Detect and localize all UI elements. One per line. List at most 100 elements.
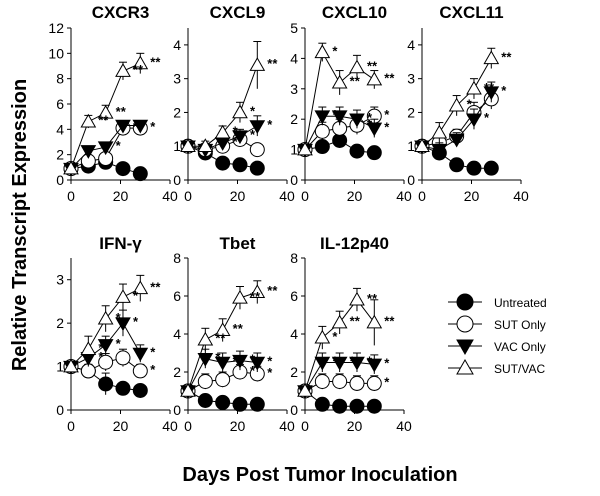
- data-point: [232, 396, 248, 412]
- data-point: [448, 97, 465, 112]
- data-point: [331, 74, 348, 89]
- significance-mark: *: [133, 314, 139, 329]
- series-vac-only: *: [63, 119, 149, 177]
- x-tick-label: 20: [113, 418, 129, 434]
- x-tick-label: 20: [230, 418, 246, 434]
- data-point: [331, 356, 348, 371]
- data-point: [466, 160, 482, 176]
- significance-mark: *: [250, 103, 256, 118]
- significance-mark: *: [350, 354, 356, 369]
- panel-title: IFN-γ: [99, 234, 142, 253]
- data-point: [314, 374, 330, 389]
- panel-title: CXCL10: [322, 3, 387, 22]
- y-tick-label: 1: [290, 142, 298, 158]
- x-tick-label: 0: [184, 418, 192, 434]
- x-tick-label: 20: [464, 188, 480, 204]
- significance-mark: **: [384, 314, 395, 329]
- y-tick-label: 3: [407, 71, 415, 87]
- data-point: [331, 110, 348, 125]
- y-tick-label: 2: [56, 315, 64, 331]
- legend-item: VAC Only: [448, 339, 546, 356]
- y-tick-label: 2: [290, 111, 298, 127]
- data-point: [115, 289, 131, 303]
- x-tick-label: 20: [347, 188, 363, 204]
- legend-label: SUT Only: [494, 318, 546, 332]
- significance-mark: *: [367, 110, 373, 125]
- data-point: [232, 354, 248, 369]
- data-point: [466, 80, 482, 95]
- x-tick-label: 20: [230, 188, 246, 204]
- data-point: [197, 352, 214, 367]
- y-tick-label: 0: [290, 402, 298, 418]
- data-point: [249, 284, 266, 298]
- significance-mark: *: [150, 119, 156, 134]
- data-point: [98, 354, 114, 370]
- y-tick-label: 4: [290, 326, 298, 342]
- significance-mark: *: [150, 345, 156, 360]
- y-tick-label: 1: [407, 138, 415, 154]
- data-point: [215, 394, 231, 410]
- legend-label: VAC Only: [494, 340, 546, 354]
- data-point: [215, 372, 231, 388]
- x-tick-label: 40: [162, 188, 178, 204]
- data-point: [97, 104, 114, 119]
- data-point: [366, 358, 383, 373]
- y-tick-label: 1: [56, 359, 64, 375]
- significance-mark: *: [250, 352, 256, 367]
- series-vac-only: * * * *: [297, 352, 390, 400]
- data-point: [449, 157, 465, 173]
- significance-mark: **: [350, 74, 361, 89]
- data-point: [349, 375, 365, 391]
- significance-mark: *: [384, 119, 390, 134]
- series-untreated: [297, 383, 382, 414]
- significance-mark: **: [116, 104, 127, 119]
- y-tick-label: 0: [173, 402, 181, 418]
- data-point: [349, 398, 365, 414]
- series-sut-vac: ********: [63, 52, 161, 175]
- data-point: [132, 382, 148, 398]
- data-point: [115, 161, 131, 177]
- y-tick-label: 8: [290, 250, 298, 266]
- data-point: [249, 57, 266, 71]
- data-point: [331, 314, 348, 329]
- y-tick-label: 1: [173, 138, 181, 154]
- series-sut-vac: ****: [180, 41, 278, 152]
- x-tick-label: 40: [279, 418, 295, 434]
- significance-mark: *: [384, 374, 390, 389]
- significance-mark: *: [384, 107, 390, 122]
- data-point: [180, 138, 196, 152]
- y-tick-label: 6: [56, 96, 64, 112]
- data-point: [232, 289, 248, 304]
- data-point: [349, 59, 365, 74]
- series-sut-vac: *******: [297, 42, 395, 156]
- y-tick-label: 6: [290, 288, 298, 304]
- series-sut-vac: *******: [297, 287, 395, 397]
- legend-label: SUT/VAC: [494, 362, 545, 376]
- data-point: [349, 356, 365, 371]
- data-point: [366, 145, 382, 161]
- data-point: [483, 86, 500, 101]
- significance-mark: *: [150, 362, 156, 377]
- data-point: [314, 356, 331, 371]
- legend-marker: [456, 339, 474, 356]
- significance-mark: **: [150, 279, 161, 294]
- series-sut-vac: *****: [414, 47, 512, 152]
- data-point: [232, 104, 248, 119]
- data-point: [197, 393, 213, 408]
- significance-mark: *: [133, 119, 139, 134]
- significance-mark: **: [233, 321, 244, 336]
- significance-mark: *: [267, 365, 273, 380]
- significance-mark: *: [332, 329, 338, 344]
- series-sut-vac: *****: [63, 274, 161, 373]
- y-tick-label: 0: [290, 172, 298, 188]
- data-point: [115, 380, 131, 396]
- data-point: [97, 310, 114, 325]
- x-tick-label: 20: [113, 188, 129, 204]
- significance-mark: *: [233, 354, 239, 369]
- panel-title: Tbet: [220, 234, 256, 253]
- series-sut-vac: ********: [180, 280, 278, 397]
- significance-mark: *: [116, 336, 122, 351]
- data-point: [483, 160, 499, 176]
